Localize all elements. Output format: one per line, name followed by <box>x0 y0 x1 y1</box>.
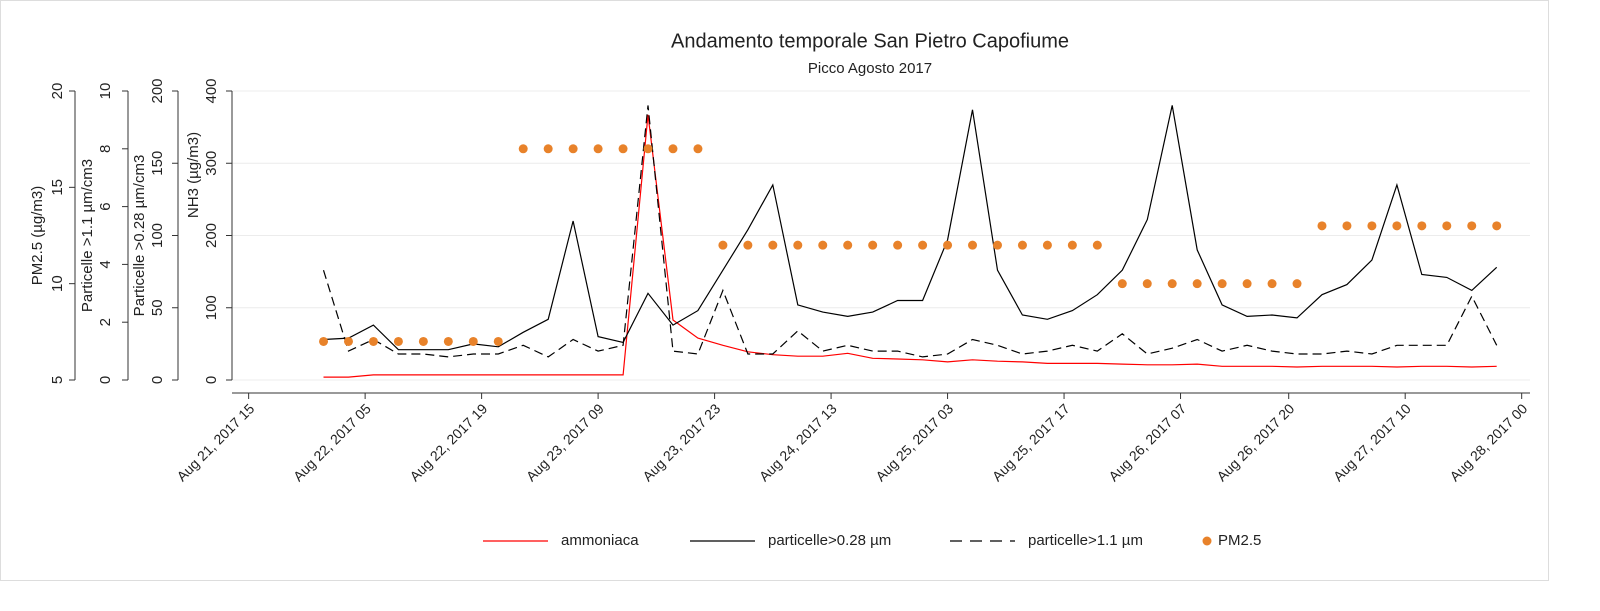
frame <box>0 0 1549 581</box>
data-line <box>322 105 1498 358</box>
data-point <box>393 336 403 346</box>
legend-label: ammoniaca <box>561 532 639 549</box>
data-point <box>643 144 653 154</box>
data-point <box>319 336 329 346</box>
data-point <box>1492 221 1502 231</box>
y-tick-label: 15 <box>49 179 66 196</box>
data-point <box>793 240 803 250</box>
data-point <box>818 240 828 250</box>
data-point <box>1142 279 1152 289</box>
legend-label: particelle>0.28 µm <box>768 532 891 549</box>
data-point <box>718 240 728 250</box>
data-point <box>518 144 528 154</box>
chart-title: Andamento temporale San Pietro Capofiume <box>671 30 1069 52</box>
data-point <box>968 240 978 250</box>
data-point <box>1342 221 1352 231</box>
data-point <box>1242 279 1252 289</box>
data-point <box>943 240 953 250</box>
y-tick-label: 100 <box>203 295 220 320</box>
data-point <box>618 144 628 154</box>
data-point <box>1417 221 1427 231</box>
data-point <box>768 240 778 250</box>
legend-label: particelle>1.1 µm <box>1028 532 1143 549</box>
y-tick-label: 400 <box>203 78 220 103</box>
data-point <box>568 144 578 154</box>
data-point <box>893 240 903 250</box>
data-point <box>1167 279 1177 289</box>
data-point <box>668 144 678 154</box>
data-point <box>1267 279 1277 289</box>
y-tick-label: 6 <box>97 202 114 210</box>
y-axis-title: PM2.5 (µg/m3) <box>29 186 46 286</box>
data-point <box>468 336 478 346</box>
y-tick-label: 2 <box>97 318 114 326</box>
data-point <box>743 240 753 250</box>
y-tick-label: 4 <box>97 260 114 268</box>
data-point <box>693 144 703 154</box>
y-axis-title: NH3 (µg/m3) <box>185 132 202 218</box>
data-point <box>1017 240 1027 250</box>
legend-label: PM2.5 <box>1218 532 1261 549</box>
y-tick-label: 200 <box>203 223 220 248</box>
data-point <box>1292 279 1302 289</box>
y-tick-label: 100 <box>149 223 166 248</box>
y-tick-label: 50 <box>149 299 166 316</box>
data-point <box>918 240 928 250</box>
data-point <box>843 240 853 250</box>
y-tick-label: 20 <box>49 83 66 100</box>
data-point <box>1067 240 1077 250</box>
y-axis-title: Particelle >0.28 µm/cm3 <box>131 155 148 317</box>
data-point <box>868 240 878 250</box>
data-point <box>368 336 378 346</box>
y-axis-title: Particelle >1.1 µm/cm3 <box>79 159 96 312</box>
y-tick-label: 8 <box>97 145 114 153</box>
y-tick-label: 0 <box>203 376 220 384</box>
data-point <box>992 240 1002 250</box>
legend-marker <box>1202 536 1212 546</box>
y-tick-label: 0 <box>97 376 114 384</box>
data-line <box>323 105 1498 351</box>
y-tick-label: 10 <box>97 83 114 100</box>
y-tick-label: 150 <box>149 151 166 176</box>
data-point <box>593 144 603 154</box>
data-point <box>1092 240 1102 250</box>
data-point <box>343 336 353 346</box>
data-point <box>1317 221 1327 231</box>
y-tick-label: 300 <box>203 151 220 176</box>
data-point <box>1392 221 1402 231</box>
data-point <box>493 336 503 346</box>
y-tick-label: 10 <box>49 275 66 292</box>
data-point <box>1192 279 1202 289</box>
data-point <box>443 336 453 346</box>
data-point <box>418 336 428 346</box>
data-point <box>1042 240 1052 250</box>
chart-subtitle: Picco Agosto 2017 <box>808 60 932 77</box>
data-point <box>1467 221 1477 231</box>
data-point <box>543 144 553 154</box>
y-tick-label: 0 <box>149 376 166 384</box>
y-tick-label: 200 <box>149 78 166 103</box>
data-point <box>1217 279 1227 289</box>
data-point <box>1367 221 1377 231</box>
data-point <box>1117 279 1127 289</box>
data-point <box>1442 221 1452 231</box>
y-tick-label: 5 <box>49 376 66 384</box>
data-line <box>323 114 1497 378</box>
